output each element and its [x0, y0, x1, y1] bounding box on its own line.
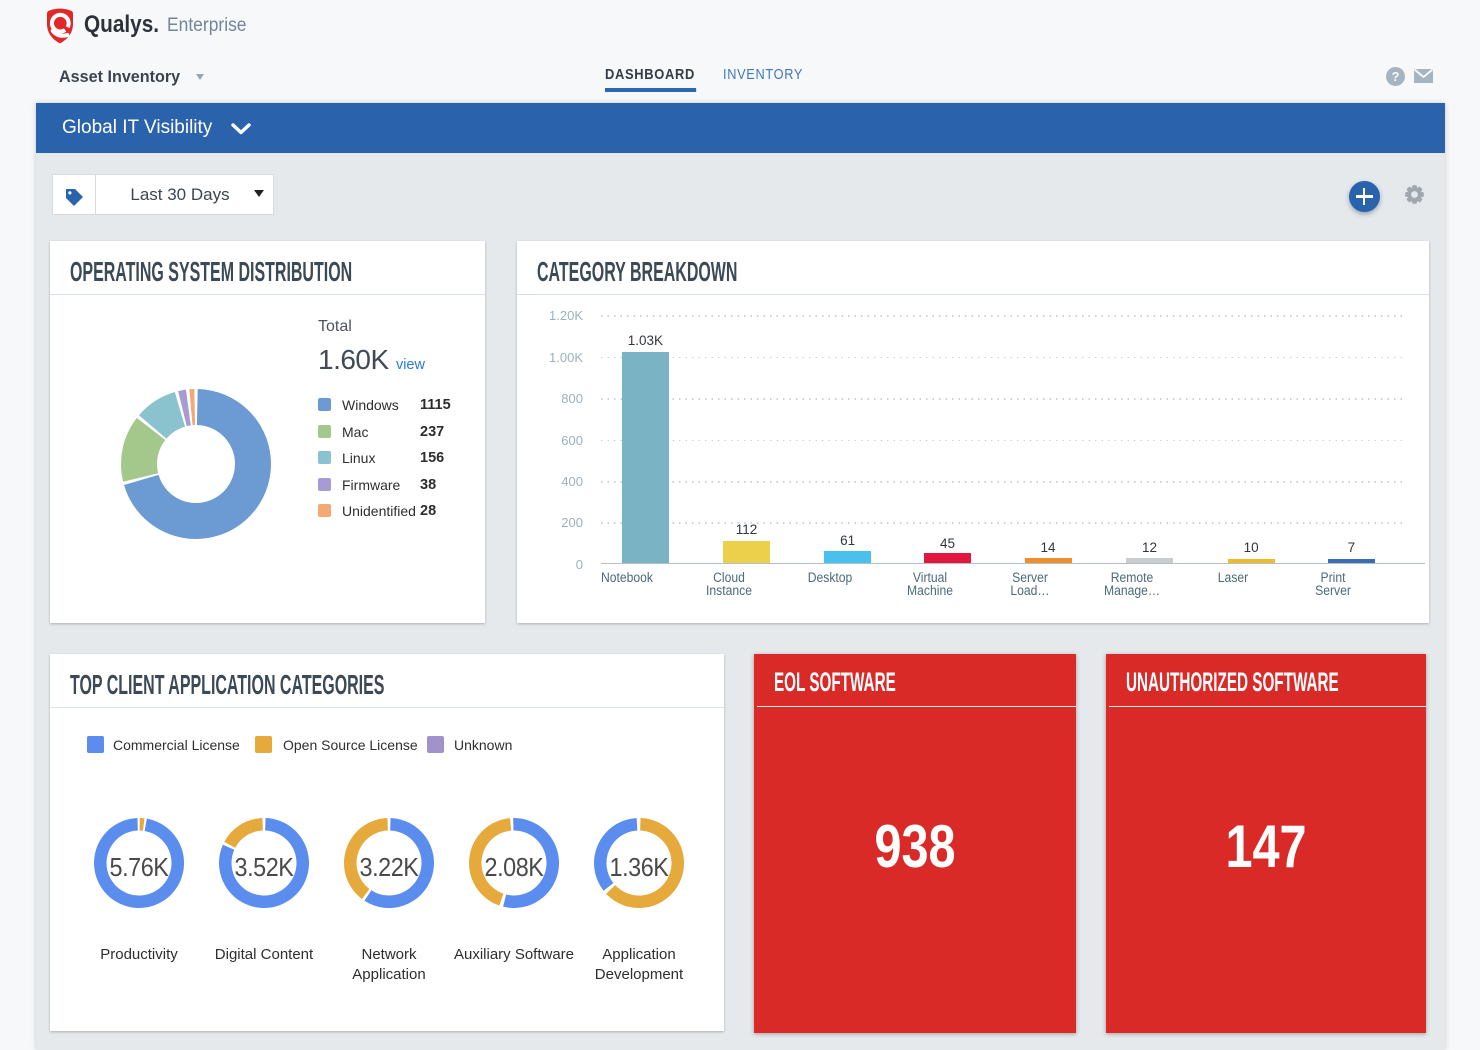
svg-text:?: ? — [1392, 69, 1400, 84]
